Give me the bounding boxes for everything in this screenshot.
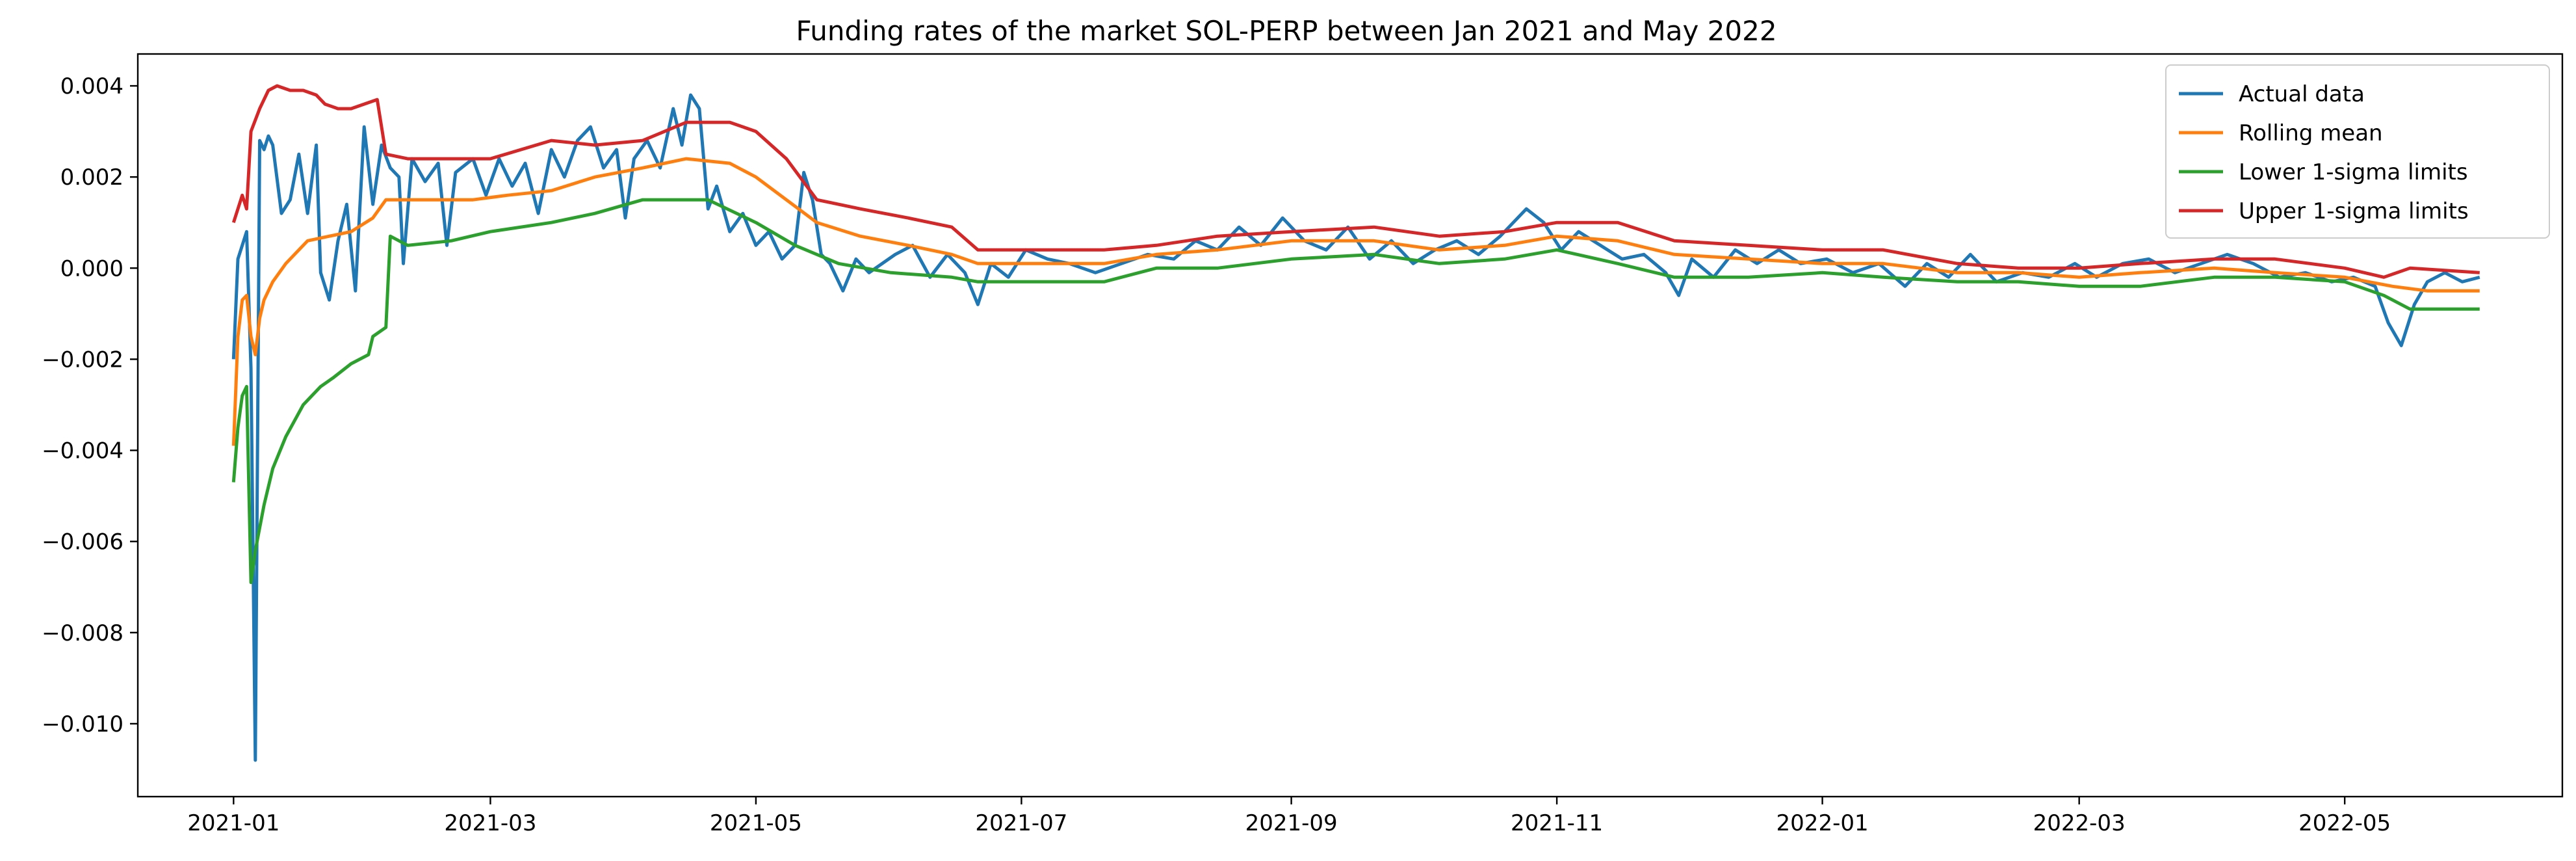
x-tick-label: 2021-01 [187, 810, 280, 836]
y-tick-label: 0.002 [60, 165, 124, 191]
y-tick-label: −0.008 [42, 620, 124, 646]
series-line-2 [231, 198, 2480, 585]
x-tick-label: 2021-05 [710, 810, 802, 836]
y-tick-label: −0.006 [42, 529, 124, 555]
legend-label: Rolling mean [2239, 120, 2383, 146]
legend-label: Actual data [2239, 81, 2365, 107]
legend: Actual data Rolling mean Lower 1-sigma lim… [2165, 64, 2550, 239]
y-axis: −0.010 −0.008 −0.006 −0.004 −0.002 0.000 0.002… [42, 73, 138, 737]
x-tick-label: 2022-03 [2033, 810, 2126, 836]
legend-label: Upper 1-sigma limits [2239, 198, 2469, 224]
x-tick-label: 2021-07 [975, 810, 1067, 836]
x-axis: 2021-01 2021-03 2021-05 2021-07 2021-09 2021-… [187, 797, 2391, 836]
series-line-0 [231, 93, 2480, 762]
y-tick-label: 0.004 [60, 73, 124, 99]
x-tick-label: 2021-11 [1511, 810, 1603, 836]
plot-area-frame [137, 53, 2564, 798]
x-tick-label: 2021-03 [444, 810, 536, 836]
chart-title: Funding rates of the market SOL-PERP bet… [796, 15, 1776, 47]
y-tick-label: 0.000 [60, 256, 124, 282]
x-tick-label: 2021-09 [1245, 810, 1338, 836]
x-tick-label: 2022-05 [2298, 810, 2391, 836]
legend-box [2165, 64, 2550, 239]
y-tick-label: −0.002 [42, 347, 124, 373]
y-tick-label: −0.004 [42, 438, 124, 464]
legend-label: Lower 1-sigma limits [2239, 159, 2468, 185]
series-line-1 [231, 157, 2480, 446]
series-line-3 [231, 84, 2480, 279]
x-tick-label: 2022-01 [1776, 810, 1869, 836]
y-tick-label: −0.010 [42, 711, 124, 737]
series-layer [231, 84, 2480, 762]
